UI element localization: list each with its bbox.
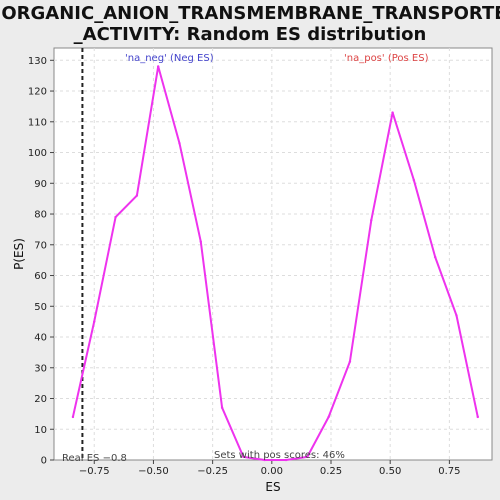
data-point xyxy=(455,314,458,317)
data-point xyxy=(263,458,266,462)
chart-title-line-1: INORGANIC_ANION_TRANSMEMBRANE_TRANSPORTE… xyxy=(0,3,500,24)
data-point xyxy=(114,215,117,219)
data-point xyxy=(284,458,288,462)
y-tick-label: 0 xyxy=(41,456,47,467)
x-tick-label: 0.75 xyxy=(438,466,460,477)
data-point xyxy=(220,406,224,409)
es-distribution-line xyxy=(71,65,479,461)
pos-scores-footer: Sets with pos scores: 46% xyxy=(214,450,345,461)
real-es-label: Real ES −0.8 xyxy=(62,453,127,464)
x-tick-label: 0.25 xyxy=(320,466,342,477)
data-point xyxy=(433,255,437,259)
y-tick-label: 70 xyxy=(34,240,47,251)
y-tick-label: 10 xyxy=(34,425,47,436)
plot-area xyxy=(53,47,493,461)
y-tick-label: 120 xyxy=(28,87,47,98)
data-point xyxy=(135,194,139,197)
series-points xyxy=(71,65,479,462)
data-point xyxy=(242,455,245,459)
data-point xyxy=(71,415,75,419)
x-tick-label: −0.50 xyxy=(138,466,169,477)
data-point xyxy=(476,415,479,419)
y-tick-label: 130 xyxy=(28,56,47,67)
data-point xyxy=(348,360,352,363)
data-point xyxy=(156,65,160,68)
y-tick-label: 30 xyxy=(34,363,47,374)
y-tick-label: 40 xyxy=(34,333,47,344)
data-point xyxy=(327,415,330,419)
x-axis-label: ES xyxy=(265,480,280,494)
data-point xyxy=(93,320,96,323)
y-tick-label: 50 xyxy=(34,302,47,313)
y-tick-label: 90 xyxy=(34,179,47,190)
data-point xyxy=(306,455,309,459)
axis-ticks: 0 10 20 30 40 50 60 70 80 90 100 110 120 130 −0.75 −0.5… xyxy=(28,56,461,477)
y-tick-label: 80 xyxy=(34,210,47,221)
x-tick-label: −0.25 xyxy=(197,466,228,477)
y-tick-label: 20 xyxy=(34,394,47,405)
data-point xyxy=(178,142,181,145)
y-tick-label: 100 xyxy=(28,148,47,159)
data-point xyxy=(370,218,373,222)
x-tick-label: 0.00 xyxy=(261,466,283,477)
chart-title-line-2: _ACTIVITY: Random ES distribution xyxy=(74,24,427,45)
data-point xyxy=(199,240,202,243)
data-point xyxy=(412,179,416,182)
grid-lines xyxy=(54,48,492,460)
y-tick-label: 60 xyxy=(34,271,47,282)
data-point xyxy=(391,111,394,114)
y-tick-label: 110 xyxy=(28,117,47,128)
neg-es-label: 'na_neg' (Neg ES) xyxy=(125,53,214,64)
pos-es-label: 'na_pos' (Pos ES) xyxy=(344,53,429,64)
x-tick-label: 0.50 xyxy=(379,466,401,477)
x-tick-label: −0.75 xyxy=(79,466,110,477)
y-axis-label: P(ES) xyxy=(12,238,26,270)
